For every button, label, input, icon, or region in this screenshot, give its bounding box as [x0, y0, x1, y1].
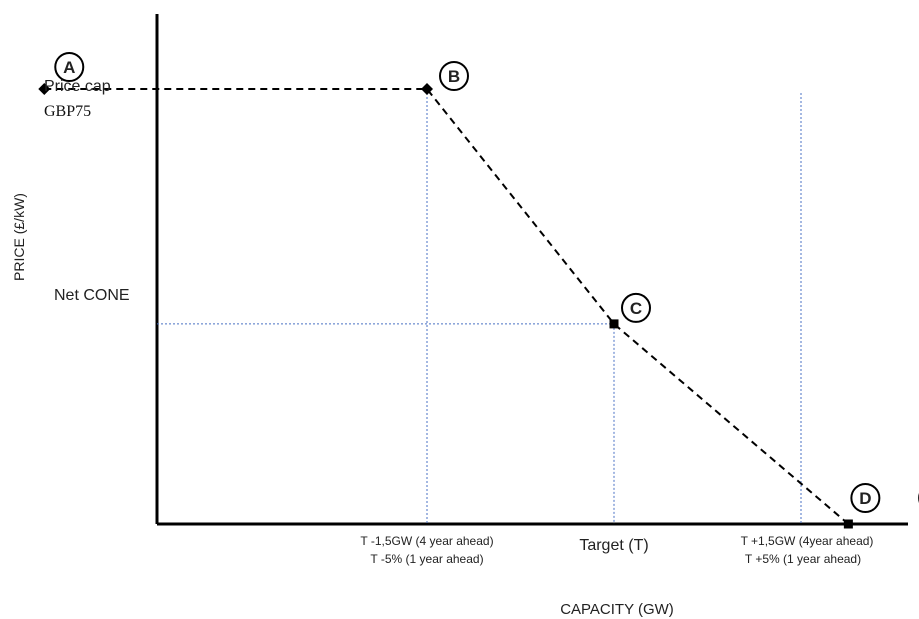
x-axis-label: CAPACITY (GW) [560, 601, 674, 618]
point-labels: ABCDE [54, 52, 919, 513]
x-tick-high-line2: T +5% (1 year ahead) [745, 552, 861, 566]
point-marker-d [843, 519, 853, 529]
point-badge-d: D [850, 483, 881, 513]
point-marker-c [609, 319, 619, 329]
x-tick-target: Target (T) [579, 537, 648, 554]
y-tick-price-cap: Price cap [44, 78, 111, 95]
x-tick-low-line1: T -1,5GW (4 year ahead) [360, 534, 493, 548]
point-badge-circle [621, 292, 651, 323]
point-letter-c: C [630, 299, 642, 318]
point-badge-circle [54, 52, 85, 82]
point-badge-a: A [54, 52, 85, 82]
y-tick-net-cone: Net CONE [54, 287, 130, 304]
point-marker-b [421, 83, 433, 95]
point-badge-b: B [439, 61, 469, 91]
reference-lines [157, 89, 802, 524]
point-marker-a [38, 83, 51, 95]
point-letter-a: A [63, 58, 75, 77]
point-markers [38, 83, 853, 529]
demand-curve-line [44, 88, 850, 525]
point-badge-circle [439, 61, 469, 91]
y-tick-price-cap-value: GBP75 [44, 103, 91, 120]
point-badge-c: C [621, 292, 651, 323]
point-letter-d: D [859, 489, 871, 508]
point-badge-circle [850, 483, 881, 513]
x-tick-low-line2: T -5% (1 year ahead) [370, 552, 483, 566]
point-letter-b: B [448, 67, 460, 86]
y-axis-label: PRICE (£/kW) [11, 193, 27, 281]
x-tick-high-line1: T +1,5GW (4year ahead) [741, 534, 874, 548]
